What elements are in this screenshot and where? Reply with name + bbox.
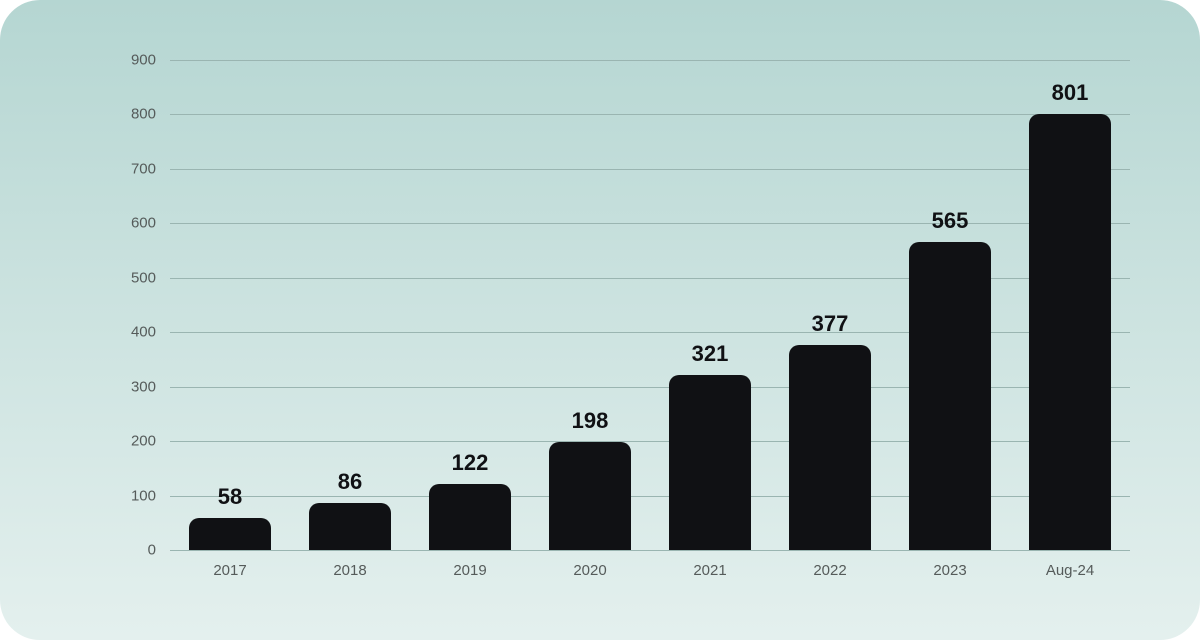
bar-value-label: 565 [932,208,969,234]
bar-slot: 1222019 [410,60,530,550]
bars-row: 5820178620181222019198202032120213772022… [170,60,1130,550]
y-tick-label: 400 [131,324,156,341]
bar [669,375,751,550]
bar-slot: 5652023 [890,60,1010,550]
y-tick-label: 800 [131,106,156,123]
x-tick-label: 2018 [333,562,366,579]
y-tick-label: 0 [148,542,156,559]
y-tick-label: 500 [131,269,156,286]
x-tick-label: 2020 [573,562,606,579]
bar [789,345,871,550]
bar [909,242,991,550]
bar-slot: 3772022 [770,60,890,550]
bar [189,518,271,550]
bar-value-label: 377 [812,311,849,337]
gridline [170,550,1130,551]
bar-value-label: 86 [338,469,362,495]
y-tick-label: 300 [131,378,156,395]
chart-plot-area: 0100200300400500600700800900582017862018… [170,60,1130,550]
bar-value-label: 198 [572,408,609,434]
x-tick-label: 2023 [933,562,966,579]
grid-and-bars: 0100200300400500600700800900582017862018… [170,60,1130,550]
y-tick-label: 600 [131,215,156,232]
x-tick-label: 2017 [213,562,246,579]
bar-slot: 582017 [170,60,290,550]
bar-value-label: 58 [218,484,242,510]
x-tick-label: 2022 [813,562,846,579]
bar [429,484,511,550]
x-tick-label: 2021 [693,562,726,579]
y-tick-label: 700 [131,160,156,177]
bar-value-label: 122 [452,450,489,476]
bar [1029,114,1111,550]
bar-slot: 862018 [290,60,410,550]
bar-slot: 1982020 [530,60,650,550]
bar [309,503,391,550]
y-tick-label: 900 [131,52,156,69]
bar [549,442,631,550]
bar-value-label: 801 [1052,80,1089,106]
x-tick-label: 2019 [453,562,486,579]
bar-slot: 3212021 [650,60,770,550]
y-tick-label: 200 [131,433,156,450]
chart-card: 0100200300400500600700800900582017862018… [0,0,1200,640]
bar-slot: 801Aug-24 [1010,60,1130,550]
y-tick-label: 100 [131,487,156,504]
bar-value-label: 321 [692,341,729,367]
x-tick-label: Aug-24 [1046,562,1094,579]
